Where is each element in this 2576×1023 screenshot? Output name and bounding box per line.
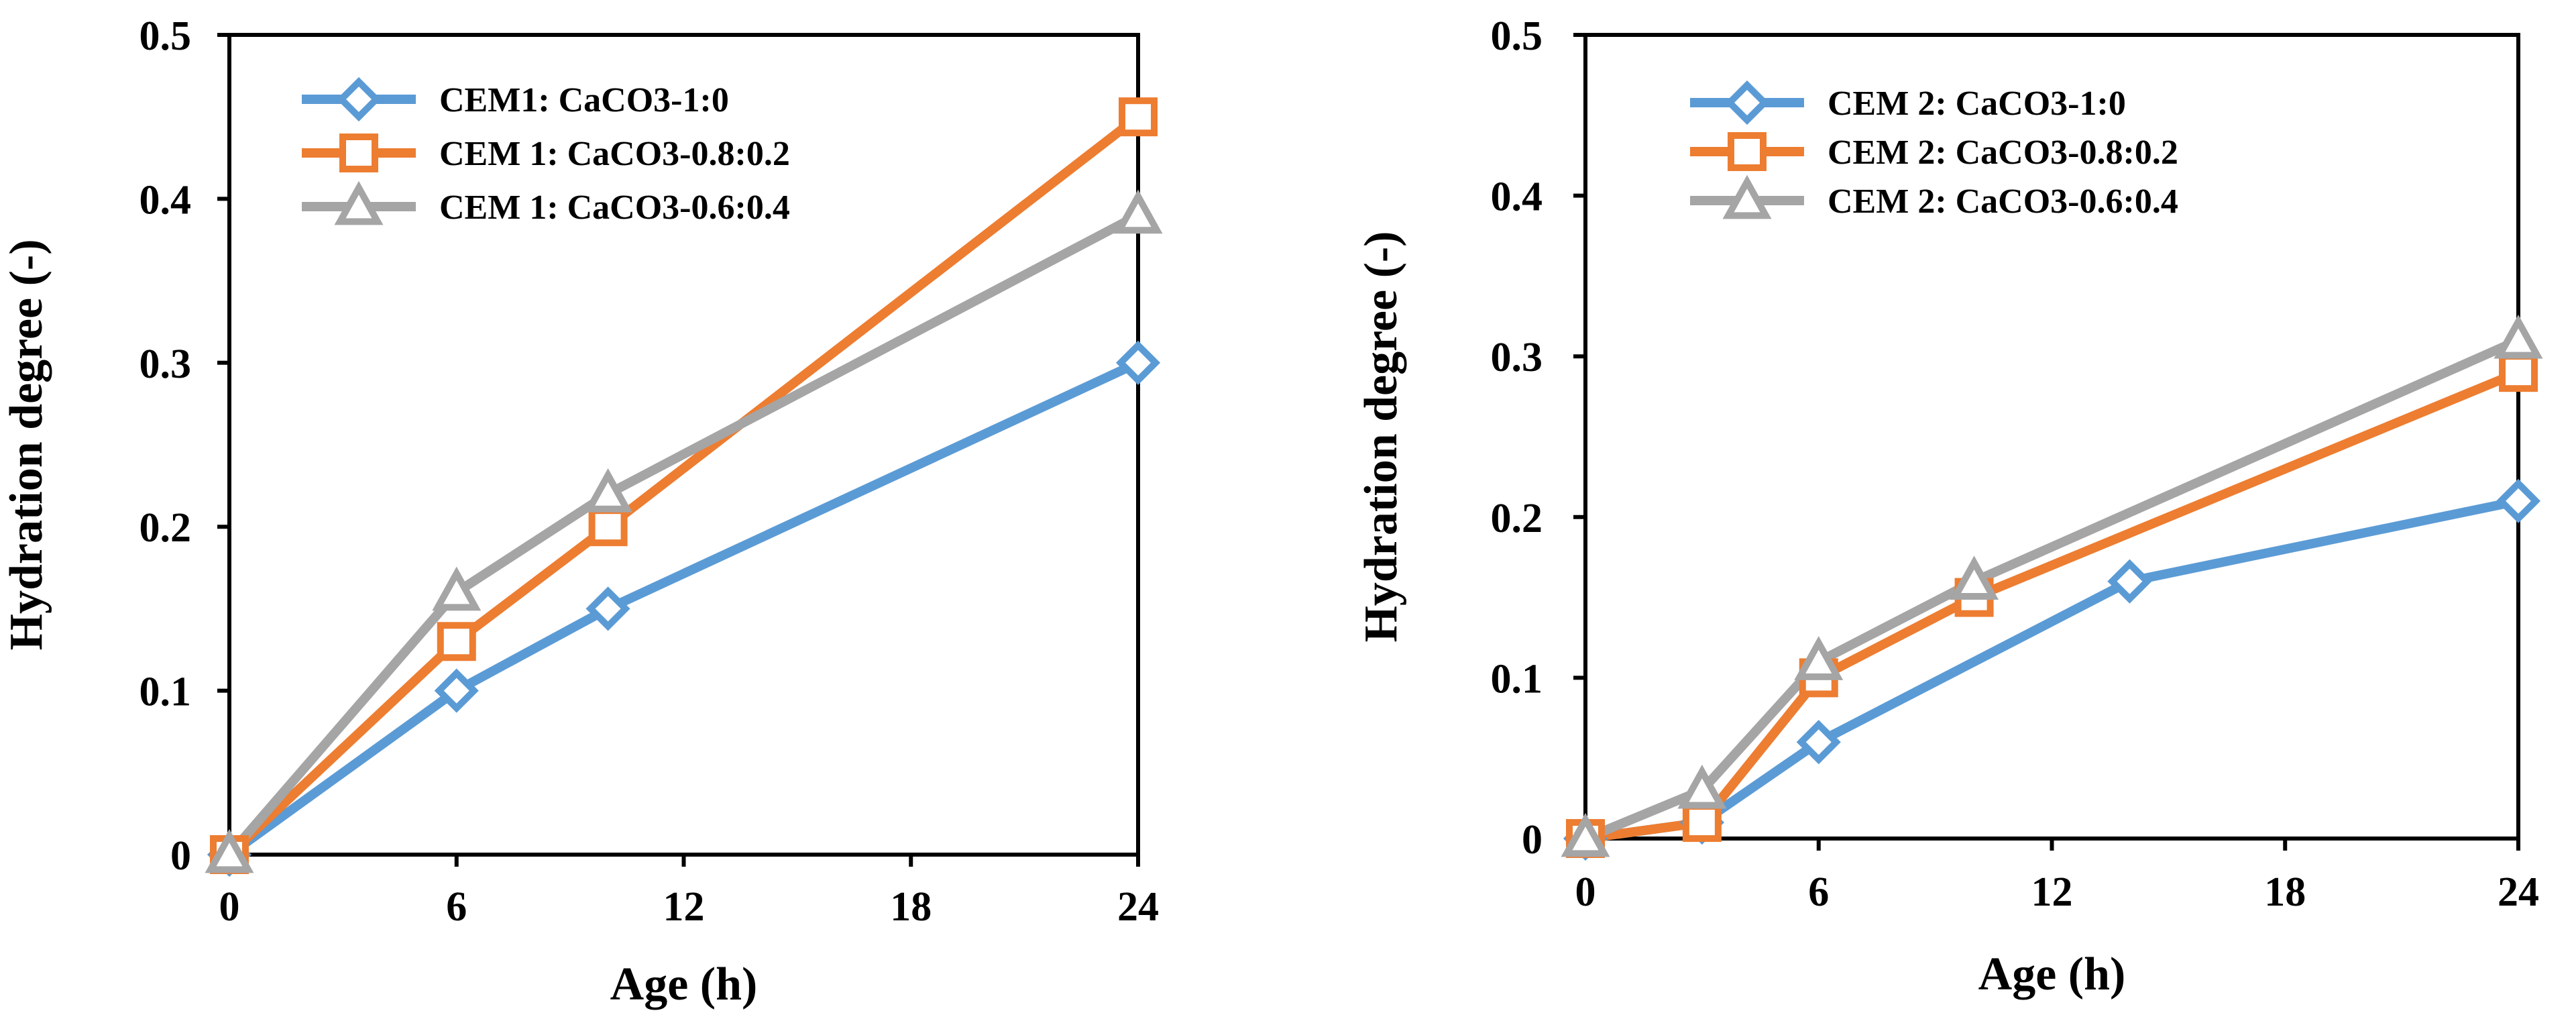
x-axis-title: Age (h): [610, 959, 758, 1010]
y-axis-title: Hydration degree (-): [1, 239, 52, 650]
data-point-triangle: [432, 566, 482, 611]
y-tick-label: 0.5: [139, 13, 192, 59]
legend-marker-diamond: [1724, 80, 1770, 125]
x-tick-label: 12: [663, 884, 705, 930]
data-point-triangle: [205, 828, 254, 873]
y-tick-label: 0.4: [1491, 174, 1543, 220]
x-tick-label: 24: [1117, 884, 1159, 930]
legend-label: CEM 2: CaCO3-0.8:0.2: [1828, 133, 2178, 172]
legend-marker-square: [339, 133, 378, 172]
y-tick-label: 0.2: [139, 505, 192, 551]
y-tick-label: 0.1: [139, 669, 192, 715]
data-point-triangle: [583, 468, 633, 513]
x-tick-label: 0: [1575, 869, 1596, 915]
data-point-diamond: [2107, 559, 2152, 604]
y-tick-label: 0.4: [139, 177, 192, 223]
x-tick-label: 6: [446, 884, 467, 930]
data-point-triangle: [1677, 764, 1727, 809]
series-line-2: [225, 112, 1143, 859]
data-point-triangle: [1113, 189, 1163, 234]
data-point-diamond: [1796, 720, 1841, 765]
data-point-square: [1119, 97, 1158, 137]
legend-label: CEM 2: CaCO3-0.6:0.4: [1828, 182, 2178, 221]
data-point-triangle: [1561, 812, 1610, 857]
data-point-square: [588, 507, 628, 547]
x-tick-label: 18: [890, 884, 932, 930]
data-point-triangle: [2494, 314, 2543, 359]
legend-marker-triangle: [1722, 174, 1772, 219]
data-point-diamond: [434, 668, 479, 713]
y-tick-label: 0.3: [1491, 335, 1543, 380]
chart-cem1: 0 6 12 18 24 0 0.1 0.2 0.3 0.4 0.5 Age (h) Hydration…: [1, 13, 1163, 1010]
legend-label: CEM1: CaCO3-1:0: [439, 81, 729, 119]
data-point-diamond: [585, 586, 630, 631]
legend-label: CEM 1: CaCO3-0.8:0.2: [439, 135, 790, 173]
x-tick-label: 24: [2498, 869, 2539, 915]
data-point-diamond: [1115, 340, 1161, 385]
data-point-square: [437, 622, 476, 661]
y-tick-label: 0.2: [1491, 496, 1543, 541]
x-tick-label: 12: [2031, 869, 2073, 915]
data-point-square: [1682, 803, 1722, 843]
series-line-3: [1581, 335, 2523, 843]
x-axis-title: Age (h): [1978, 949, 2126, 1000]
y-tick-label: 0.5: [1491, 13, 1543, 59]
y-tick-label: 0: [1522, 817, 1543, 863]
chart-cem2: 0 6 12 18 24 0 0.1 0.2 0.3 0.4 0.5 Age (h) Hydration…: [1355, 13, 2543, 1000]
data-point-triangle: [1950, 555, 1999, 600]
series-line-3: [225, 210, 1143, 859]
data-point-triangle: [1794, 636, 1844, 680]
x-tick-label: 6: [1808, 869, 1829, 915]
legend-label: CEM 1: CaCO3-0.6:0.4: [439, 189, 790, 227]
y-tick-label: 0.1: [1491, 656, 1543, 702]
x-tick-label: 0: [219, 884, 240, 930]
y-tick-label: 0.3: [139, 341, 192, 387]
legend-marker-square: [1728, 132, 1767, 171]
x-tick-label: 18: [2264, 869, 2306, 915]
legend-label: CEM 2: CaCO3-1:0: [1828, 85, 2126, 123]
legend-marker-triangle: [334, 180, 384, 225]
legend-marker-diamond: [336, 76, 382, 122]
y-tick-label: 0: [170, 833, 191, 879]
y-axis-title: Hydration degree (-): [1355, 231, 1407, 642]
data-point-square: [2499, 353, 2538, 392]
data-point-diamond: [2496, 478, 2541, 523]
series-line-1: [225, 358, 1143, 859]
